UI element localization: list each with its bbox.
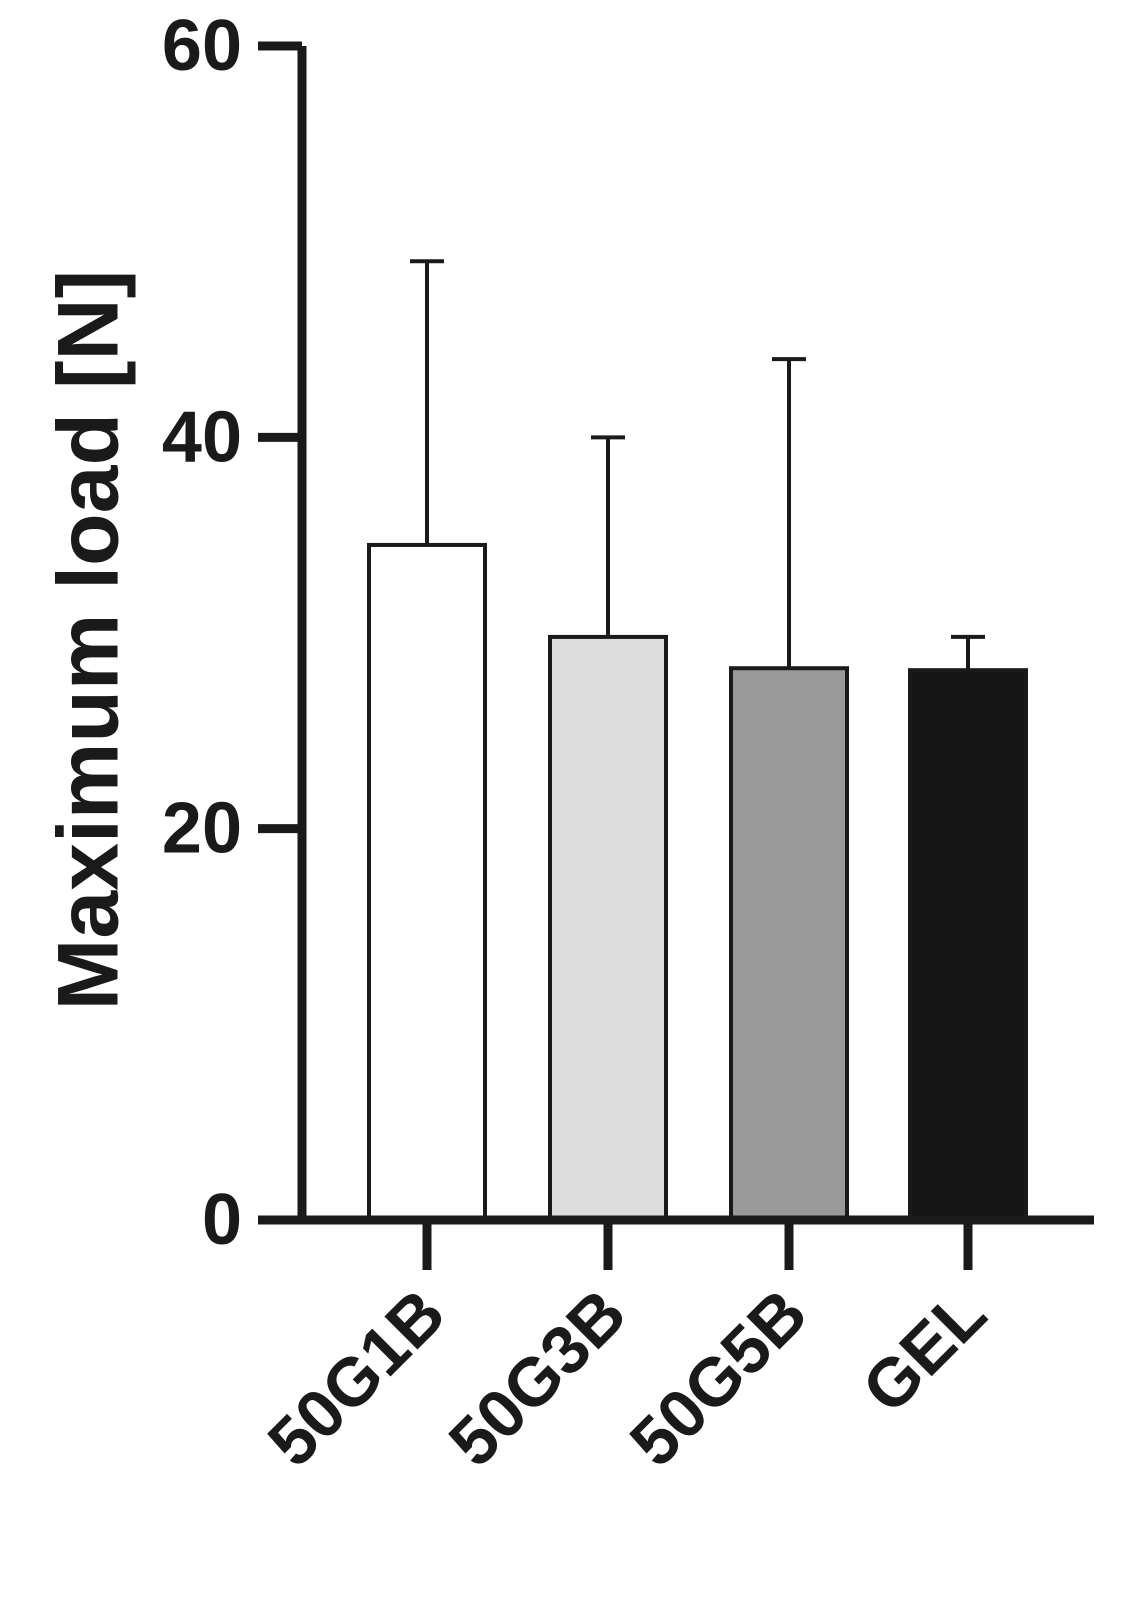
y-tick-label-40: 40 (162, 397, 242, 477)
x-tick-label-gel: GEL (848, 1275, 1001, 1428)
bar-50g5b (729, 666, 849, 1222)
axes-layer (258, 41, 1094, 1270)
x-tick-label-50g5b: 50G5B (616, 1275, 822, 1481)
y-tick-label-20: 20 (162, 789, 242, 869)
bar-50g1b (367, 542, 487, 1222)
x-tick-label-50g1b: 50G1B (254, 1275, 460, 1481)
y-tick-label-0: 0 (202, 1180, 242, 1260)
error-bars-layer (410, 259, 985, 671)
y-axis-title: Maximum load [N] (41, 270, 137, 1011)
y-tick-label-60: 60 (162, 6, 242, 86)
bar-50g3b (548, 634, 668, 1222)
bars-layer (367, 542, 1028, 1222)
bar-gel (908, 668, 1028, 1222)
x-tick-label-50g3b: 50G3B (435, 1275, 641, 1481)
